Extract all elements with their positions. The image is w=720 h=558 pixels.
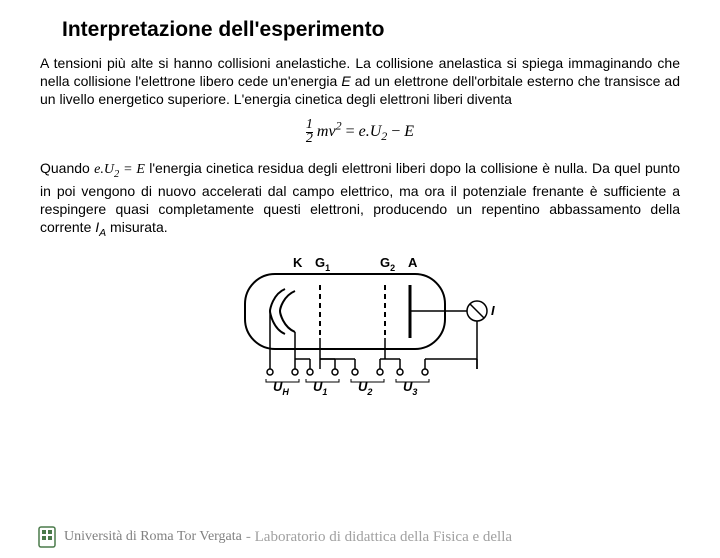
label-G1: G1 xyxy=(315,255,330,273)
equation-1-wrap: 1 2 mv2 = e.U2 − E xyxy=(0,119,720,146)
symbol-IA: IA xyxy=(95,219,106,235)
symbol-E: E xyxy=(341,73,350,89)
equation-1: 1 2 mv2 = e.U2 − E xyxy=(306,123,414,140)
university-logo-icon xyxy=(38,526,56,548)
label-I: I xyxy=(491,303,495,318)
label-A: A xyxy=(408,255,418,270)
paragraph-2: Quando e.U2 = E l'energia cinetica resid… xyxy=(40,159,680,240)
lab-name: - Laboratorio di didattica della Fisica … xyxy=(246,529,512,546)
label-K: K xyxy=(293,255,303,270)
paragraph-1: A tensioni più alte si hanno collisioni … xyxy=(40,54,680,109)
para2-pre: Quando xyxy=(40,160,94,176)
para2-text-b: misurata. xyxy=(106,219,167,235)
page-title: Interpretazione dell'esperimento xyxy=(62,18,720,42)
equation-2-inline: e.U2 = E xyxy=(94,162,145,177)
label-G2: G2 xyxy=(380,255,395,273)
university-name: Università di Roma Tor Vergata xyxy=(64,529,242,545)
circuit-diagram: K G1 G2 A I UH xyxy=(0,249,720,404)
footer: Università di Roma Tor Vergata - Laborat… xyxy=(0,526,720,548)
